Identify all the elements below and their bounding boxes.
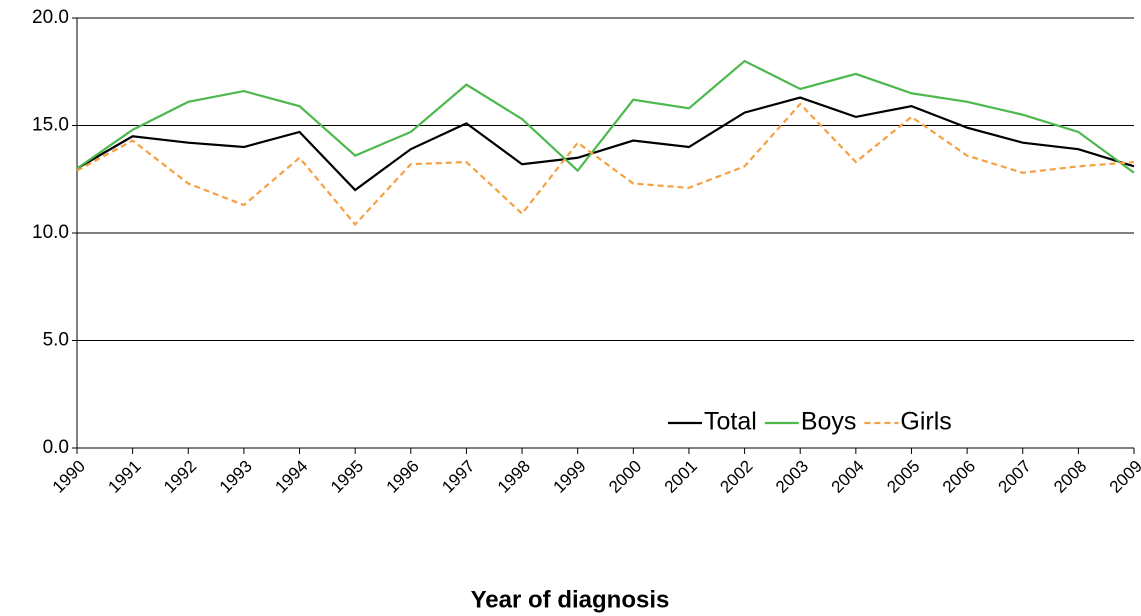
x-tick-label: 2004 — [828, 457, 868, 497]
x-tick-label: 2002 — [716, 457, 756, 497]
y-tick-label: 0.0 — [43, 437, 69, 458]
line-series — [76, 102, 1135, 227]
legend-label: Total — [704, 408, 757, 436]
x-tick-label: 1999 — [550, 457, 590, 497]
x-tick-label: 2003 — [772, 457, 812, 497]
x-tick-label: 1991 — [104, 457, 144, 497]
x-tick-label: 2005 — [883, 457, 923, 497]
legend-label: Girls — [900, 408, 951, 436]
legend-label: Boys — [801, 408, 857, 436]
x-tick-label: 2000 — [605, 457, 645, 497]
line-series — [76, 96, 1135, 192]
line-series — [76, 59, 1135, 174]
x-tick-label: 2007 — [995, 457, 1035, 497]
x-tick-label: 1992 — [160, 457, 200, 497]
x-tick-label: 1995 — [327, 457, 367, 497]
y-tick-label: 20.0 — [32, 7, 69, 28]
x-tick-label: 2008 — [1050, 457, 1090, 497]
x-axis-label: Year of diagnosis — [471, 586, 670, 613]
x-tick-label: 1993 — [216, 457, 256, 497]
y-tick-label: 5.0 — [43, 330, 69, 351]
x-tick-label: 2006 — [939, 457, 979, 497]
x-tick-label: 1996 — [383, 457, 423, 497]
x-tick-label: 1998 — [494, 457, 534, 497]
x-tick-label: 2009 — [1106, 457, 1141, 497]
x-tick-label: 1994 — [271, 457, 311, 497]
x-tick-label: 2001 — [661, 457, 701, 497]
x-tick-label: 1990 — [49, 457, 89, 497]
y-tick-label: 10.0 — [32, 222, 69, 243]
y-tick-label: 15.0 — [32, 115, 69, 136]
x-tick-label: 1997 — [438, 457, 478, 497]
